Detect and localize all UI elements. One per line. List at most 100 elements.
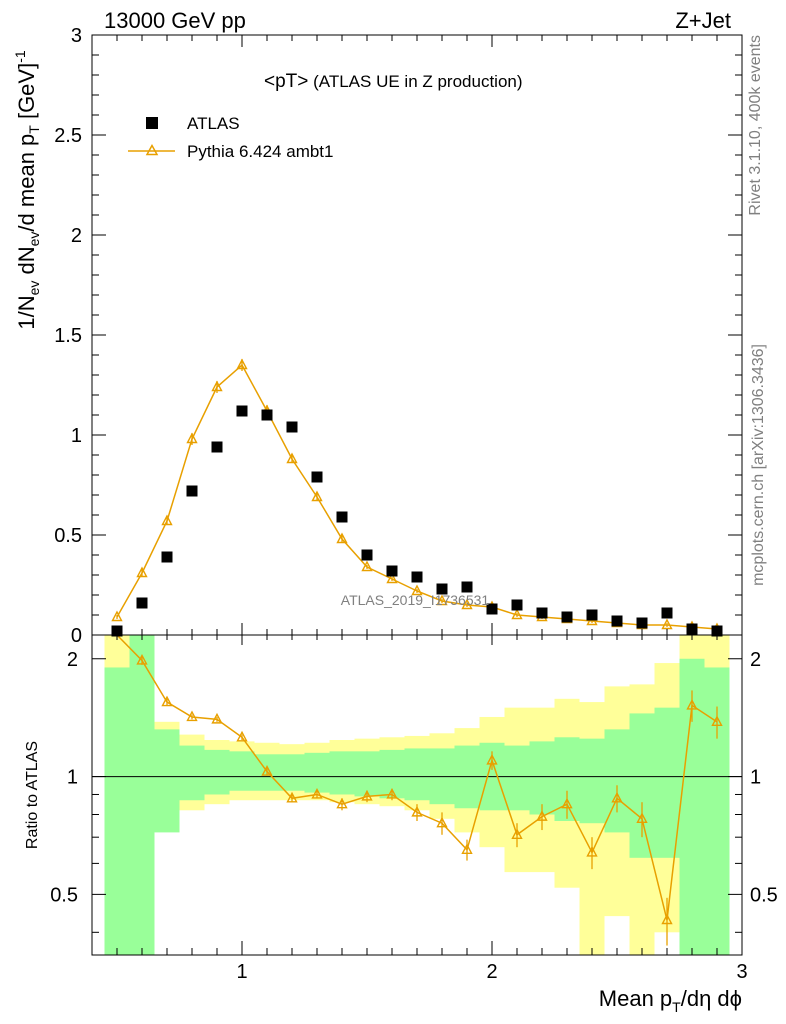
ratio-mc-point [561,797,573,809]
main-mc-point [511,608,523,620]
mcplots-label: mcplots.cern.ch [arXiv:1306.3436] [750,344,767,586]
ratio-clipped-group [92,635,742,955]
main-atlas-point [161,551,173,563]
main-mc-point [211,380,223,392]
main-atlas-point [336,511,348,523]
ratio-mc-point [511,828,523,839]
main-y-tick-label: 1.5 [54,325,82,347]
main-mc-point [461,598,473,610]
main-atlas-point [586,609,598,621]
ratio-mc-point [586,845,598,857]
ratio-mc-point [461,843,473,854]
rivet-version-label: Rivet 3.1.10, 400k events [747,35,764,216]
ratio-band-inner-bin [304,752,330,793]
legend-mc-marker [145,143,159,156]
ratio-band-inner-bin [204,749,230,795]
plot-title: <pT> (ATLAS UE in Z production) [264,71,523,92]
main-mc-point [311,490,323,502]
ratio-mc-point [286,791,298,803]
main-mc-point [336,532,348,544]
ratio-mc-point [711,715,723,727]
main-mc-point [361,560,373,572]
main-mc-point [236,358,248,370]
main-atlas-point [486,603,498,615]
plot-title-main: <pT> [264,71,308,92]
main-atlas-point [461,581,473,593]
main-atlas-point [661,607,673,619]
ratio-mc-point [636,812,648,823]
x-tick-label: 2 [486,961,497,983]
ratio-band-inner-bin [579,738,605,824]
main-atlas-point [211,441,223,453]
ratio-mc-point [436,816,448,828]
main-mc-point [436,594,448,606]
ratio-mc-point [536,810,548,821]
axis-ticks: 1 2 3 0 0.5 1 1.5 2 2.5 3 0.5 0.5 1 1 2 2 [50,25,778,983]
ratio-y-tick-label-right: 1 [750,767,761,789]
main-atlas-point [386,565,398,577]
main-y-tick-label: 2.5 [54,125,82,147]
plot-title-suffix: (ATLAS UE in Z production) [308,72,522,91]
main-atlas-point [136,597,148,609]
ratio-band-inner-bin [129,635,155,955]
ratio-mc-point [361,789,373,801]
ratio-mc-point [686,698,698,710]
main-atlas-point [436,583,448,595]
main-y-tick-label: 1 [71,425,82,447]
main-atlas-point [286,421,298,433]
x-tick-label: 1 [236,961,247,983]
ratio-mc-point [611,791,623,803]
ratio-mc-point [311,787,323,799]
ratio-mc-point [661,913,673,925]
ratio-y-tick-label-right: 0.5 [750,884,778,906]
main-y-tick-label: 3 [71,25,82,47]
main-y-tick-label: 0.5 [54,525,82,547]
ratio-y-tick-label-right: 2 [750,649,761,671]
ratio-band-inner-bin [404,748,430,801]
x-axis-label: Mean pT/dη dϕ [599,986,742,1015]
ratio-band-inner-bin [504,745,530,811]
main-mc-point [411,584,423,596]
main-mc-point [286,452,298,464]
ratio-band-inner-bin [329,751,355,795]
ratio-y-tick-label-left: 2 [67,649,78,671]
y-main-axis-label: 1/Nev dNev/d mean pT [GeV]-1 [12,50,42,330]
ratio-band-inner-bin [529,741,555,815]
ratio-panel [92,635,742,955]
ratio-mc-point [336,797,348,809]
header-left-title: 13000 GeV pp [104,8,246,33]
main-atlas-point [511,599,523,611]
x-tick-label: 3 [736,961,747,983]
main-atlas-point [536,607,548,619]
ratio-mc-point [186,710,198,722]
ratio-mc-point [386,787,398,799]
legend-data-label: ATLAS [187,114,240,133]
main-mc-point [661,618,673,630]
main-mc-point [136,566,148,578]
main-atlas-point [411,571,423,583]
ratio-y-tick-label-left: 1 [67,767,78,789]
main-atlas-point [561,611,573,623]
ratio-band-inner-bin [354,751,380,797]
main-mc-point [186,432,198,444]
main-mc-point [111,610,123,622]
ratio-mc-point [486,753,498,765]
analysis-watermark: ATLAS_2019_I1736531 [341,592,490,608]
ratio-band-inner-bin [154,729,180,833]
ratio-band-inner-bin [179,745,205,801]
main-atlas-point [186,485,198,497]
ratio-band-inner-bin [229,751,255,791]
main-y-tick-label: 0 [71,625,82,647]
ratio-mc-point [236,730,248,742]
ratio-band-inner-bin [654,707,680,858]
main-y-tick-label: 2 [71,225,82,247]
ratio-band-inner-bin [279,754,305,791]
ratio-band-inner-bin [104,667,130,955]
header-right-title: Z+Jet [675,8,731,33]
y-ratio-axis-label: Ratio to ATLAS [24,741,41,849]
main-atlas-point [361,549,373,561]
ratio-mc-point [411,805,423,817]
ratio-mc-point [261,765,273,776]
main-atlas-point [611,615,623,627]
